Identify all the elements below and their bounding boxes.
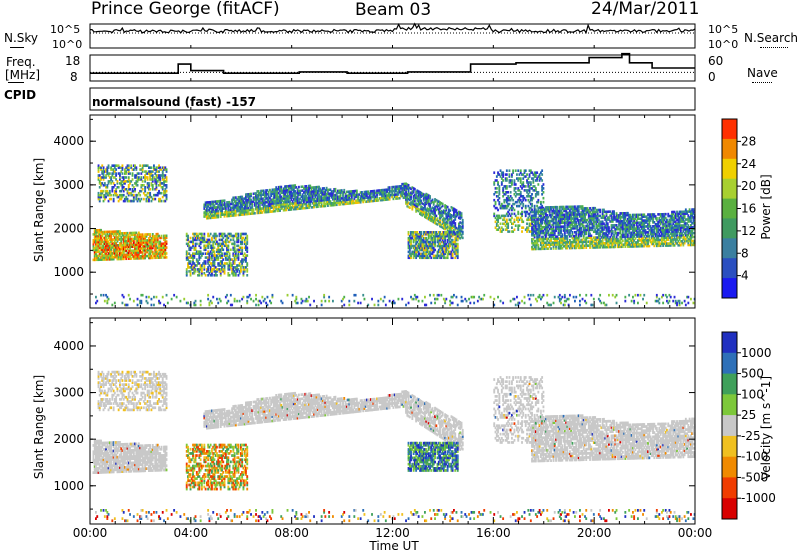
- velocity-colorbar-tick-label: 1000: [741, 346, 772, 360]
- power-colorbar-segment: [722, 119, 737, 140]
- cpid-label: CPID: [4, 88, 37, 102]
- power-colorbar-tick-label: 28: [741, 134, 756, 148]
- power-heatmap-cells: [92, 164, 696, 307]
- power-colorbar-segment: [722, 218, 737, 239]
- nave-tick-high: 60: [708, 54, 724, 68]
- power-colorbar-segment: [722, 238, 737, 259]
- velocity-colorbar-tick-label: -100: [741, 450, 768, 464]
- velocity-colorbar-tick-label: 100: [741, 387, 764, 401]
- nsky-legend-line: [10, 47, 24, 48]
- velocity-ytick-label: 3000: [53, 386, 84, 400]
- cpid-text: normalsound (fast) -157: [92, 95, 257, 109]
- noise-panel-frame: [89, 23, 696, 49]
- velocity-colorbar-segment: [722, 498, 737, 520]
- nsky-tick-low: 10^0: [52, 38, 83, 51]
- power-colorbar-tick-label: 4: [741, 269, 749, 283]
- velocity-ytick-label: 1000: [53, 479, 84, 493]
- nave-label: Nave: [747, 66, 778, 80]
- velocity-ytick-label: 2000: [53, 432, 84, 446]
- power-colorbar-tick-label: 24: [741, 157, 756, 171]
- x-tick-label: 12:00: [375, 526, 410, 540]
- power-ytick-label: 1000: [53, 265, 84, 279]
- beam-title: Beam 03: [355, 0, 432, 20]
- power-colorbar-tick-label: 8: [741, 246, 749, 260]
- nsearch-legend-line: [760, 47, 788, 48]
- freq-tick-high: 18: [65, 54, 81, 68]
- x-tick-label: 00:00: [678, 526, 713, 540]
- power-colorbar-segment: [722, 258, 737, 279]
- velocity-colorbar-segment: [722, 435, 737, 458]
- velocity-colorbar-tick-label: 500: [741, 367, 764, 381]
- velocity-colorbar-segment: [722, 456, 737, 478]
- nsky-label: N.Sky: [4, 31, 39, 45]
- power-colorbar-segment: [722, 278, 737, 299]
- nave-legend-line: [752, 82, 772, 83]
- velocity-colorbar-segment: [722, 394, 737, 416]
- velocity-colorbar-tick-label: -1000: [741, 491, 776, 505]
- station-title: Prince George (fitACF): [91, 0, 280, 19]
- freq-legend-line: [8, 82, 24, 83]
- x-tick-label: 00:00: [73, 526, 108, 540]
- freq-label: Freq.: [6, 55, 36, 69]
- velocity-ytick-label: 4000: [53, 339, 84, 353]
- velocity-heatmap-cells: [92, 370, 696, 523]
- freq-tick-low: 8: [70, 70, 78, 84]
- date-title: 24/Mar/2011: [591, 0, 700, 19]
- power-colorbar-segment: [722, 138, 737, 160]
- nsearch-label: N.Search: [744, 31, 799, 45]
- power-ytick-label: 2000: [53, 222, 84, 236]
- x-tick-label: 04:00: [174, 526, 209, 540]
- velocity-colorbar-segment: [722, 373, 737, 395]
- x-axis-title: Time UT: [369, 539, 419, 553]
- velocity-colorbar-segment: [722, 352, 737, 375]
- power-colorbar-segment: [722, 198, 737, 219]
- x-tick-label: 20:00: [577, 526, 612, 540]
- velocity-colorbar-segment: [722, 415, 737, 437]
- freq-unit-label: [MHz]: [5, 68, 41, 82]
- noise-sky-series: [90, 22, 696, 34]
- power-ytick-label: 3000: [53, 178, 84, 192]
- nsearch-tick-high: 10^5: [708, 23, 739, 36]
- freq-panel-frame: [89, 54, 696, 82]
- power-colorbar-segment: [722, 178, 737, 200]
- nave-tick-low: 0: [708, 70, 716, 84]
- velocity-colorbar-tick-label: -25: [741, 429, 761, 443]
- power-colorbar-tick-label: 20: [741, 179, 756, 193]
- frequency-series: [90, 52, 695, 74]
- velocity-colorbar-segment: [722, 332, 737, 354]
- velocity-colorbar-tick-label: -500: [741, 470, 768, 484]
- power-colorbar-tick-label: 16: [741, 202, 756, 216]
- power-ytick-label: 4000: [53, 134, 84, 148]
- velocity-colorbar-frame: [721, 331, 738, 520]
- x-tick-label: 16:00: [476, 526, 511, 540]
- cpid-panel-frame: [89, 87, 696, 111]
- nsearch-tick-low: 10^0: [708, 38, 739, 51]
- x-tick-label: 08:00: [274, 526, 309, 540]
- nsky-tick-high: 10^5: [50, 23, 81, 36]
- power-colorbar-tick-label: 12: [741, 224, 756, 238]
- power-colorbar-segment: [722, 158, 737, 180]
- velocity-colorbar-tick-label: 25: [741, 408, 756, 422]
- velocity-colorbar-segment: [722, 477, 737, 499]
